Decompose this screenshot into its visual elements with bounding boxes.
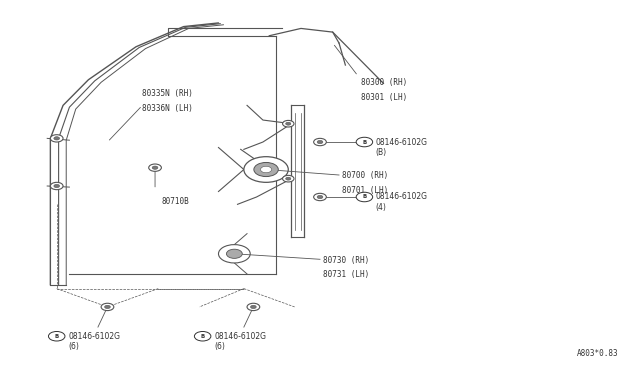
Circle shape <box>227 249 243 259</box>
Circle shape <box>314 138 326 146</box>
Text: B: B <box>362 195 367 199</box>
Text: B: B <box>54 334 59 339</box>
Circle shape <box>254 163 278 177</box>
Text: 80335N (RH): 80335N (RH) <box>142 89 193 98</box>
Circle shape <box>54 185 60 187</box>
Text: B: B <box>200 334 205 339</box>
Circle shape <box>244 157 288 182</box>
Text: 80336N (LH): 80336N (LH) <box>142 104 193 113</box>
Circle shape <box>285 177 291 180</box>
Text: 80701 (LH): 80701 (LH) <box>342 186 388 195</box>
Text: 08146-6102G: 08146-6102G <box>214 332 266 341</box>
Text: 08146-6102G: 08146-6102G <box>68 332 120 341</box>
Text: (6): (6) <box>68 342 79 351</box>
Circle shape <box>152 166 158 169</box>
Circle shape <box>250 305 256 309</box>
Circle shape <box>104 305 110 309</box>
Circle shape <box>314 193 326 201</box>
Circle shape <box>317 140 323 144</box>
Circle shape <box>285 122 291 125</box>
Text: 80300 (RH): 80300 (RH) <box>361 78 408 87</box>
Text: B: B <box>362 140 367 145</box>
Circle shape <box>148 164 161 171</box>
Text: 08146-6102G: 08146-6102G <box>376 192 428 202</box>
Circle shape <box>283 121 294 127</box>
Circle shape <box>49 331 65 341</box>
Circle shape <box>317 195 323 199</box>
Circle shape <box>260 166 271 173</box>
Text: 80731 (LH): 80731 (LH) <box>323 270 369 279</box>
Circle shape <box>356 137 372 147</box>
Circle shape <box>247 303 260 311</box>
Circle shape <box>356 192 372 202</box>
Circle shape <box>54 137 60 140</box>
Text: 80730 (RH): 80730 (RH) <box>323 256 369 264</box>
Text: 80301 (LH): 80301 (LH) <box>361 93 408 102</box>
Text: 08146-6102G: 08146-6102G <box>376 138 428 147</box>
Circle shape <box>51 182 63 190</box>
Circle shape <box>101 303 114 311</box>
Text: (4): (4) <box>376 203 387 212</box>
Text: (6): (6) <box>214 342 225 351</box>
Circle shape <box>283 175 294 182</box>
Circle shape <box>195 331 211 341</box>
Text: 80700 (RH): 80700 (RH) <box>342 171 388 180</box>
Circle shape <box>218 245 250 263</box>
Text: 80710B: 80710B <box>161 197 189 206</box>
Text: (B): (B) <box>376 148 387 157</box>
Text: A803*0.83: A803*0.83 <box>577 349 618 358</box>
Circle shape <box>51 135 63 142</box>
